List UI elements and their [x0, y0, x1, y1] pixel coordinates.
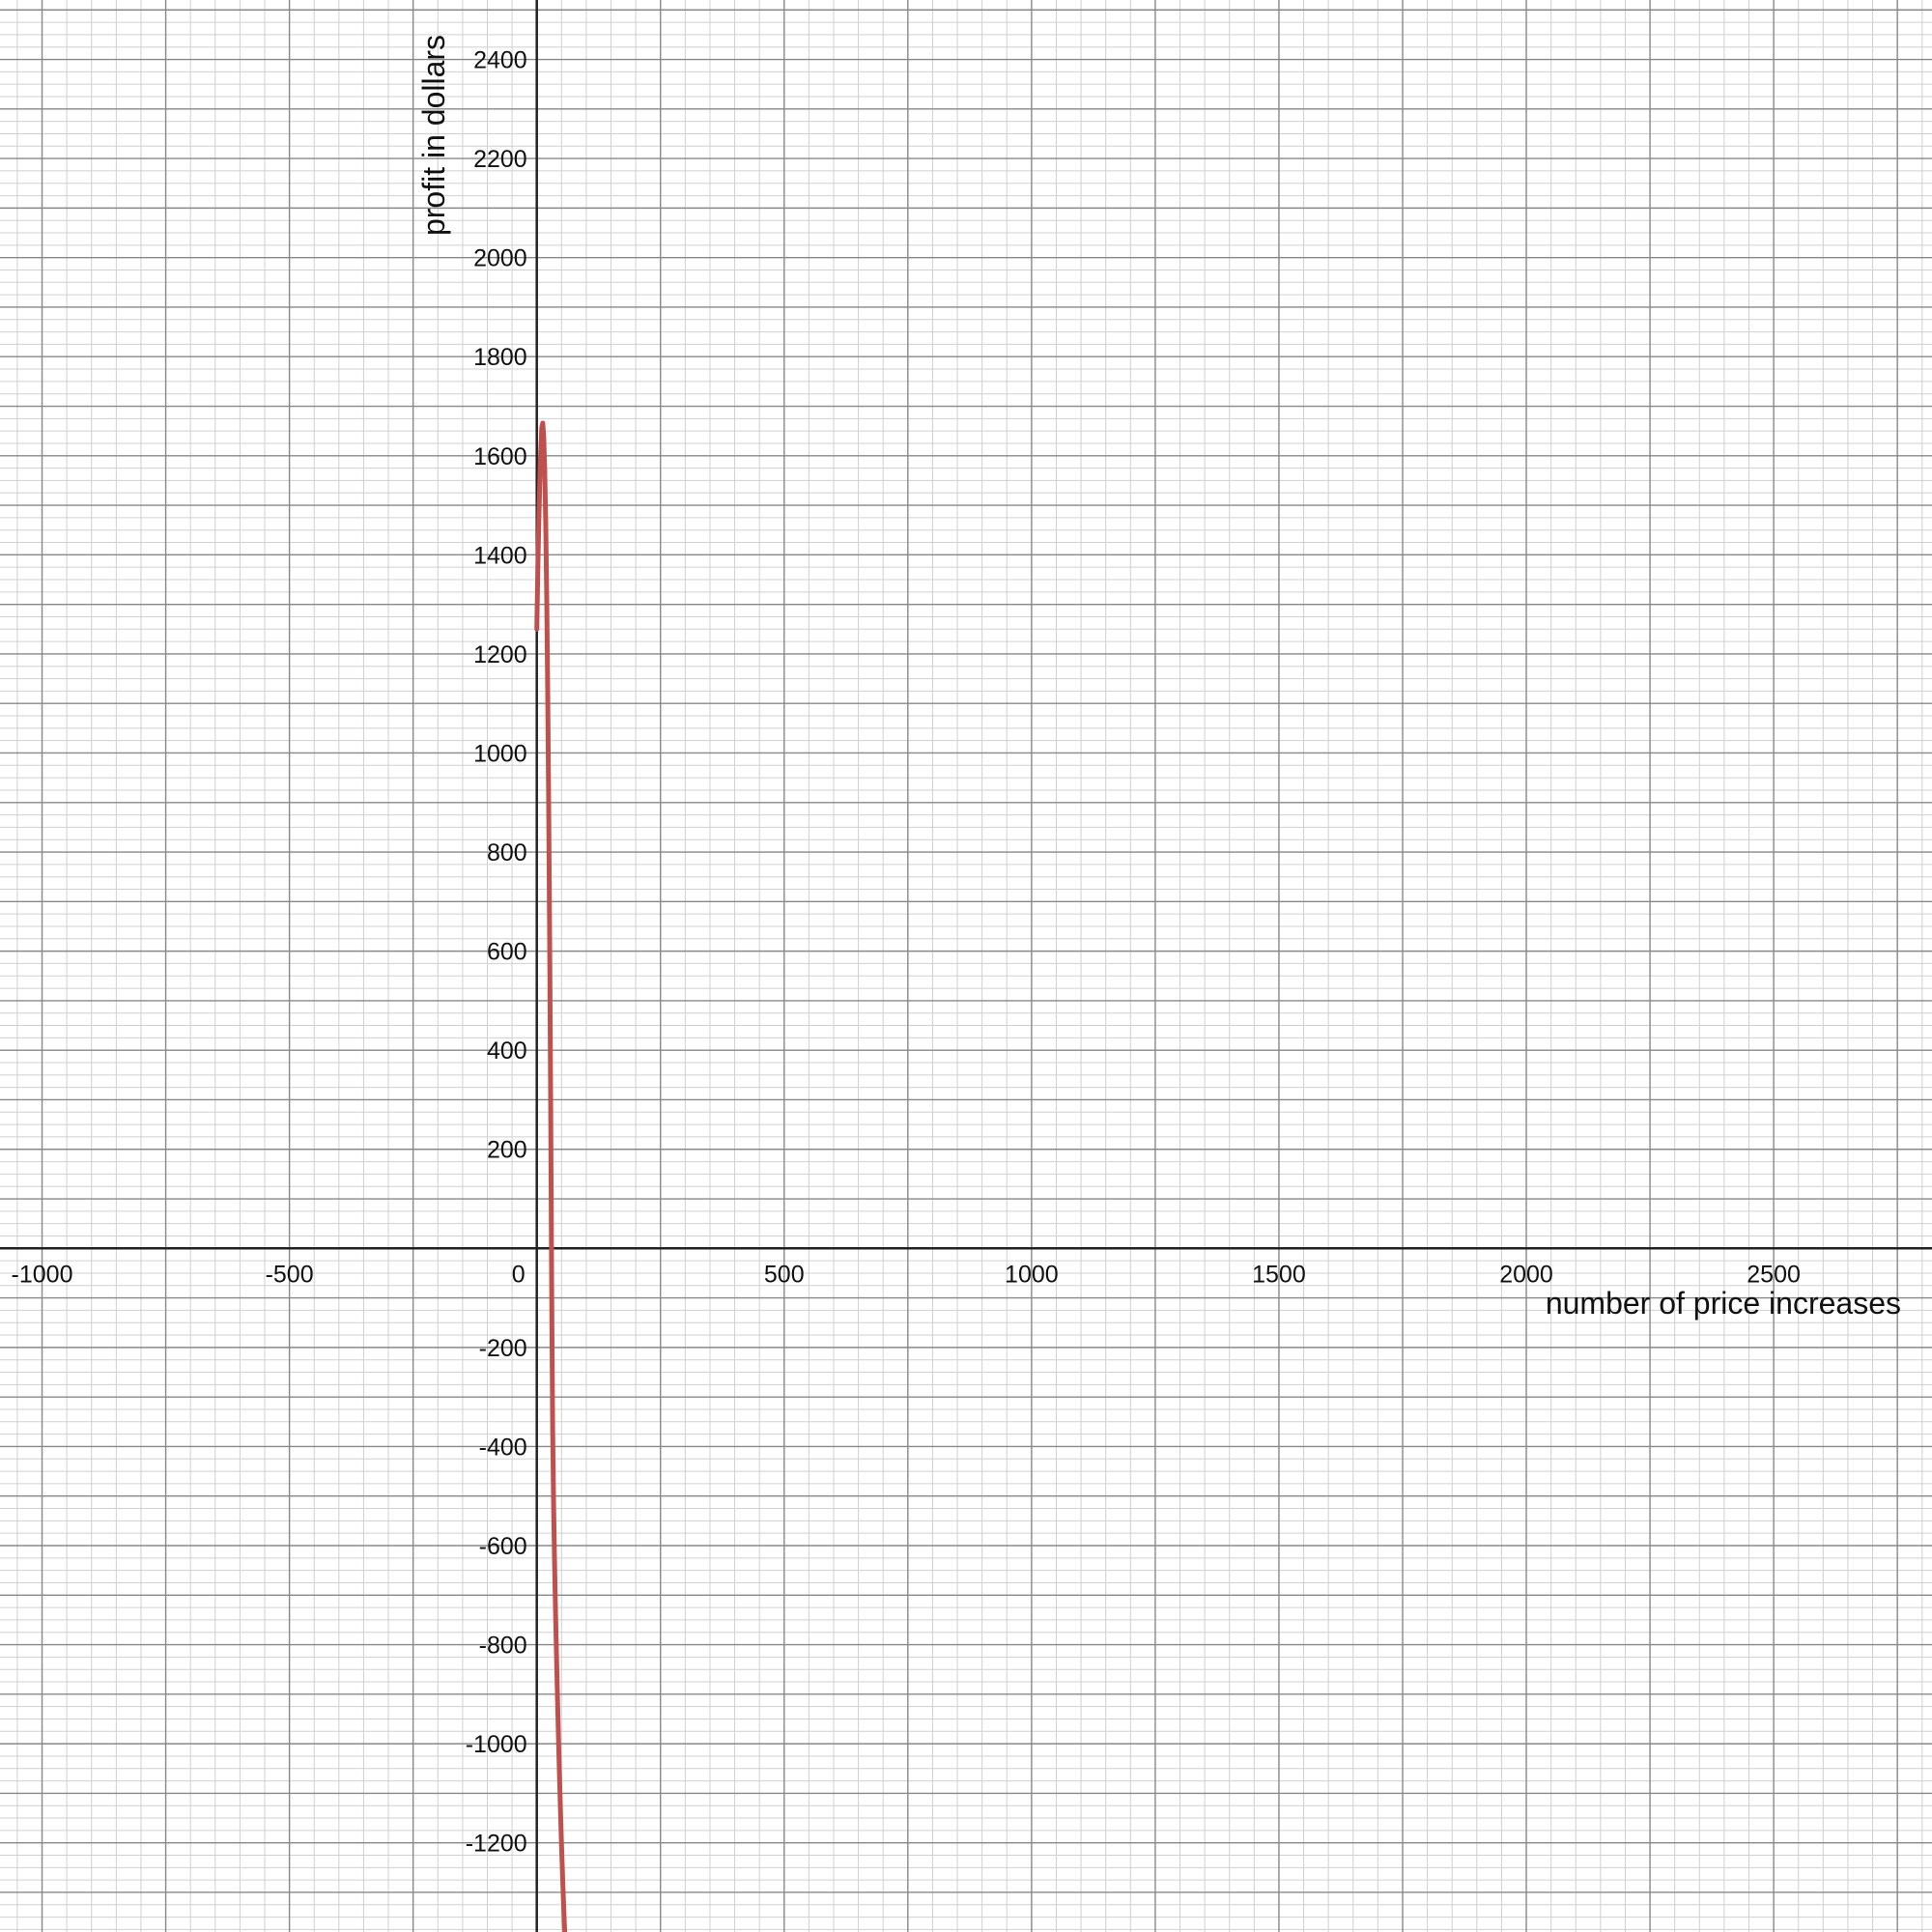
x-tick-label: -1000 [12, 1261, 73, 1288]
x-tick-label: 1500 [1252, 1261, 1306, 1288]
y-tick-label: 600 [487, 939, 527, 966]
x-tick-label: 2000 [1499, 1261, 1553, 1288]
y-tick-label: 2400 [473, 47, 527, 74]
y-tick-label: -1200 [466, 1831, 527, 1858]
y-tick-label: 2200 [473, 146, 527, 173]
y-tick-label: 1200 [473, 641, 527, 668]
y-tick-label: 1400 [473, 542, 527, 569]
y-tick-label: -200 [479, 1335, 527, 1362]
y-tick-label: -400 [479, 1434, 527, 1461]
x-tick-label: 0 [512, 1261, 526, 1288]
x-tick-label: -500 [266, 1261, 314, 1288]
x-tick-label: 1000 [1005, 1261, 1059, 1288]
y-axis-label: profit in dollars [416, 35, 451, 236]
profit-curve [534, 420, 568, 1932]
y-tick-label: 1600 [473, 443, 527, 470]
y-tick-label: -1000 [466, 1731, 527, 1758]
tick-labels: -1000 -500 0 500 1000 1500 2000 2500 2400 2200 200… [12, 47, 1801, 1858]
x-tick-label: 500 [764, 1261, 805, 1288]
y-tick-label: 1000 [473, 740, 527, 767]
y-tick-label: 2000 [473, 245, 527, 272]
y-tick-label: 200 [487, 1137, 527, 1164]
y-tick-label: -800 [479, 1633, 527, 1660]
y-tick-label: 800 [487, 839, 527, 867]
series-layer [534, 420, 568, 1932]
y-tick-label: 400 [487, 1037, 527, 1065]
x-axis-label: number of price increases [1546, 1286, 1901, 1321]
y-tick-label: 1800 [473, 344, 527, 371]
y-tick-label: -600 [479, 1533, 527, 1560]
x-tick-label: 2500 [1747, 1261, 1801, 1288]
